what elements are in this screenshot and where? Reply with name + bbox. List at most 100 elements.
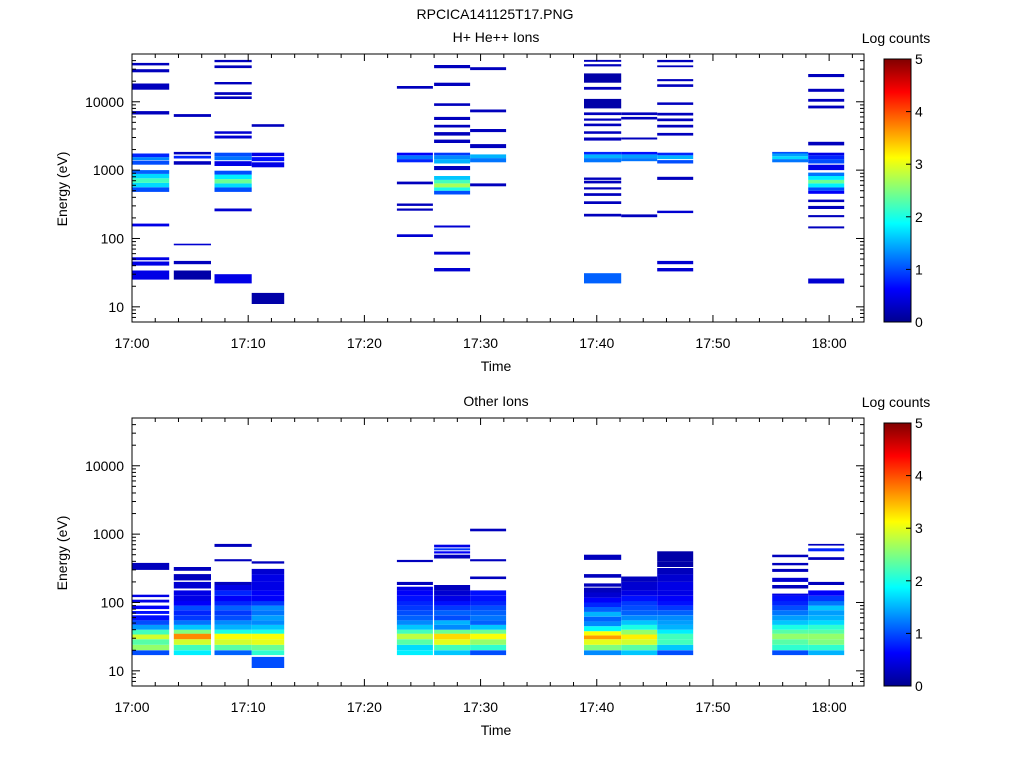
- heatmap-cell: [132, 173, 170, 179]
- heatmap-cell: [251, 620, 285, 625]
- heatmap-cell: [214, 152, 252, 157]
- heatmap-cell: [772, 595, 809, 602]
- heatmap-cell: [584, 574, 622, 578]
- heatmap-cell: [470, 629, 507, 634]
- heatmap-cell: [657, 601, 694, 606]
- heatmap-cell: [772, 554, 809, 558]
- heatmap-cell: [621, 158, 658, 162]
- panel-title: Other Ions: [463, 393, 528, 409]
- heatmap-cell: [434, 190, 471, 195]
- heatmap-cell: [396, 644, 433, 651]
- heatmap-cell: [434, 548, 471, 551]
- heatmap-cell: [132, 170, 170, 174]
- heatmap-cell: [214, 629, 252, 634]
- heatmap-cell: [772, 610, 809, 616]
- heatmap-cell: [772, 624, 809, 630]
- x-tick-label: 17:00: [114, 699, 149, 715]
- colorbar-tick-label: 4: [915, 468, 923, 484]
- heatmap-cell: [808, 548, 845, 552]
- heatmap-cell: [772, 159, 809, 163]
- heatmap-cell: [657, 615, 694, 621]
- heatmap-cell: [772, 156, 809, 160]
- heatmap-cell: [132, 644, 170, 651]
- plot-frame: [131, 53, 865, 323]
- y-tick-label: 100: [101, 230, 125, 246]
- heatmap-cell: [621, 644, 658, 651]
- heatmap-cell: [584, 193, 622, 196]
- heatmap-cell: [132, 223, 170, 227]
- heatmap-cell: [214, 131, 252, 134]
- heatmap-cell: [584, 587, 622, 593]
- heatmap-cell: [251, 605, 285, 611]
- colorbar-tick-label: 2: [915, 209, 923, 225]
- colorbar-tick-label: 3: [915, 156, 923, 172]
- heatmap-cell: [772, 633, 809, 640]
- heatmap-cell: [808, 190, 845, 194]
- y-tick-label: 10000: [85, 458, 124, 474]
- heatmap-cell: [214, 161, 252, 166]
- y-tick-label: 1000: [93, 526, 124, 542]
- heatmap-cell: [657, 574, 694, 582]
- heatmap-cell: [251, 615, 285, 621]
- colorbar-tick-label: 1: [915, 261, 923, 277]
- heatmap-cell: [657, 84, 694, 87]
- heatmap-cell: [173, 155, 211, 159]
- heatmap-cell: [808, 98, 845, 102]
- heatmap-cell: [657, 595, 694, 602]
- x-tick-label: 18:00: [812, 699, 847, 715]
- heatmap-cells: [132, 59, 845, 304]
- heatmap-cell: [772, 562, 809, 566]
- heatmap-cell: [621, 151, 658, 155]
- heatmap-cell: [434, 225, 471, 228]
- heatmap-cell: [434, 615, 471, 621]
- heatmap-cell: [621, 615, 658, 621]
- heatmap-cell: [584, 64, 622, 67]
- panel-title: H+ He++ Ions: [453, 29, 540, 45]
- heatmap-cell: [657, 268, 694, 272]
- heatmap-cell: [584, 273, 622, 284]
- heatmap-cell: [396, 234, 433, 237]
- heatmap-cell: [657, 124, 694, 128]
- heatmap-cell: [470, 601, 507, 606]
- heatmap-cell: [470, 528, 507, 532]
- heatmap-cell: [657, 629, 694, 634]
- heatmap-cell: [173, 581, 211, 589]
- heatmap-cell: [584, 187, 622, 190]
- heatmap-cell: [214, 601, 252, 606]
- heatmap-cell: [657, 551, 694, 562]
- heatmap-cell: [434, 139, 471, 143]
- heatmap-cell: [470, 183, 507, 187]
- colorbar-ticks: 0 1 2 3 4 5: [906, 51, 923, 330]
- heatmap-cell: [584, 158, 622, 163]
- heatmap-cell: [251, 633, 285, 640]
- heatmap-cell: [772, 153, 809, 157]
- heatmap-cell: [251, 650, 285, 656]
- heatmap-cell: [808, 215, 845, 218]
- x-tick-label: 18:00: [812, 335, 847, 351]
- heatmap-cell: [470, 576, 507, 580]
- heatmap-cell: [621, 634, 658, 640]
- heatmap-cell: [621, 650, 658, 656]
- heatmap-cell: [584, 611, 622, 617]
- heatmap-cell: [173, 151, 211, 155]
- heatmap-cell: [657, 152, 694, 156]
- heatmap-cell: [434, 159, 471, 164]
- heatmap-cell: [621, 214, 658, 218]
- heatmap-cell: [173, 624, 211, 630]
- heatmap-cell: [584, 154, 622, 159]
- heatmap-cell: [132, 599, 170, 603]
- heatmap-cell: [173, 590, 211, 596]
- heatmap-cell: [214, 208, 252, 212]
- heatmap-cell: [808, 74, 845, 78]
- heatmap-cell: [470, 624, 507, 630]
- heatmap-cell: [434, 610, 471, 616]
- heatmap-cell: [396, 610, 433, 616]
- heatmap-cell: [251, 581, 285, 591]
- heatmap-cell: [657, 633, 694, 640]
- heatmap-cell: [251, 157, 285, 162]
- heatmap-cell: [657, 620, 694, 625]
- heatmap-cell: [657, 59, 694, 63]
- x-tick-label: 17:40: [579, 699, 614, 715]
- heatmap-cell: [214, 639, 252, 645]
